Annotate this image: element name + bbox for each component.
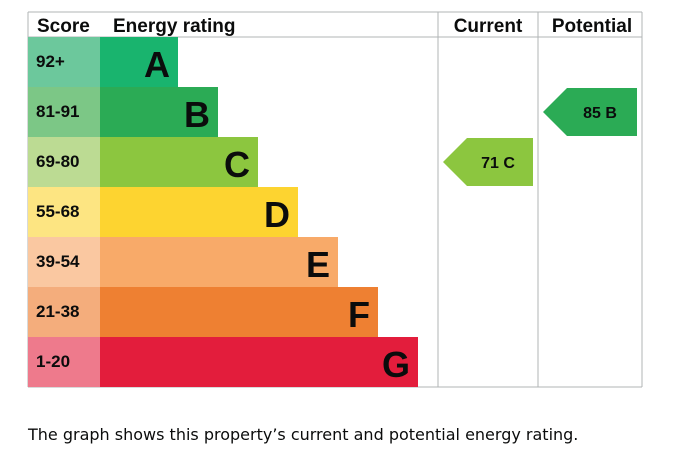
score-cell-f xyxy=(28,287,100,337)
band-letter-f: F xyxy=(348,294,370,335)
score-cell-c xyxy=(28,137,100,187)
score-label-c: 69-80 xyxy=(36,152,79,171)
band-letter-e: E xyxy=(306,244,330,285)
band-bar-e xyxy=(100,237,338,287)
rating-markers: 71 C 85 B xyxy=(443,88,637,186)
band-letter-b: B xyxy=(184,94,210,135)
band-letter-d: D xyxy=(264,194,290,235)
header-score: Score xyxy=(37,16,90,37)
band-bar-a xyxy=(100,37,178,87)
band-bar-b xyxy=(100,87,218,137)
current-rating-arrow xyxy=(443,138,533,186)
current-rating-label: 71 C xyxy=(481,155,515,172)
score-cell-g xyxy=(28,337,100,387)
score-label-f: 21-38 xyxy=(36,302,79,321)
chart-caption: The graph shows this property’s current … xyxy=(28,425,579,444)
header-current: Current xyxy=(454,16,523,37)
band-bar-c xyxy=(100,137,258,187)
score-cell-a xyxy=(28,37,100,87)
band-bar-f xyxy=(100,287,378,337)
potential-rating-label: 85 B xyxy=(583,105,617,122)
potential-rating-arrow xyxy=(543,88,637,136)
band-bar-g xyxy=(100,337,418,387)
score-label-b: 81-91 xyxy=(36,102,79,121)
band-letter-g: G xyxy=(382,344,410,385)
band-letter-c: C xyxy=(224,144,250,185)
score-label-g: 1-20 xyxy=(36,352,70,371)
epc-chart: 92+ A81-91 B69-80 C55-68 D39-54 E21-38 F1-20 G … xyxy=(27,11,643,388)
score-label-a: 92+ xyxy=(36,52,65,71)
column-headers: Score Energy rating Current Potential xyxy=(37,16,632,37)
band-bar-d xyxy=(100,187,298,237)
band-letter-a: A xyxy=(144,44,170,85)
score-cell-b xyxy=(28,87,100,137)
score-label-d: 55-68 xyxy=(36,202,79,221)
header-potential: Potential xyxy=(552,16,632,37)
score-cell-d xyxy=(28,187,100,237)
score-label-e: 39-54 xyxy=(36,252,80,271)
rating-bands: 92+ A 81-91 B 69-80 C 55-68 D 39-54 E 21-38 F 1-20 G xyxy=(28,37,418,387)
score-cell-e xyxy=(28,237,100,287)
header-energy-rating: Energy rating xyxy=(113,16,235,37)
